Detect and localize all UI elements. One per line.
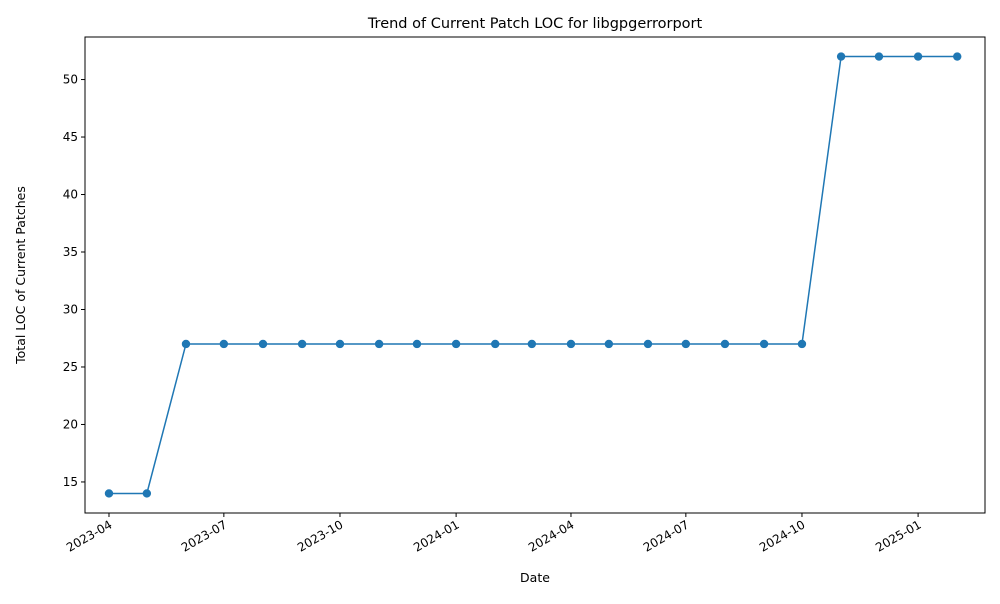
data-point — [797, 339, 807, 349]
y-tick-label: 40 — [63, 188, 78, 202]
plot-area — [84, 36, 986, 514]
y-axis-ticks: 15 20 25 30 35 40 45 50 — [63, 73, 85, 489]
data-point — [953, 52, 962, 61]
data-point — [374, 339, 384, 349]
data-point — [566, 339, 576, 349]
data-point — [335, 339, 345, 349]
x-axis-ticks: 2023-04 2023-07 2023-10 2024-01 2024-04 2024-… — [64, 513, 924, 555]
data-point — [681, 339, 691, 349]
x-tick-label: 2024-10 — [757, 517, 807, 554]
series-layer — [104, 52, 962, 498]
data-point — [604, 339, 614, 349]
data-point — [491, 339, 500, 349]
y-tick-label: 50 — [63, 73, 78, 87]
data-point — [913, 52, 923, 61]
x-axis-label: Date — [520, 570, 550, 585]
chart-title: Trend of Current Patch LOC for libgpgerr… — [367, 16, 703, 32]
y-tick-label: 25 — [63, 360, 78, 374]
data-point — [219, 339, 229, 349]
data-point — [181, 339, 191, 349]
y-tick-label: 45 — [63, 130, 78, 144]
data-point — [142, 489, 152, 498]
data-point — [527, 339, 537, 349]
y-tick-label: 15 — [63, 475, 78, 489]
data-point — [874, 52, 884, 61]
y-tick-label: 35 — [63, 245, 78, 259]
y-axis-label: Total LOC of Current Patches — [13, 186, 28, 365]
x-tick-label: 2025-01 — [873, 517, 923, 554]
x-tick-label: 2023-07 — [179, 517, 229, 554]
data-point — [451, 339, 461, 349]
data-point — [720, 339, 730, 349]
data-point — [297, 339, 307, 349]
x-tick-label: 2024-07 — [641, 517, 691, 554]
data-point — [104, 489, 114, 498]
data-point — [258, 339, 268, 349]
x-tick-label: 2024-04 — [526, 517, 576, 554]
x-tick-label: 2023-10 — [295, 517, 345, 554]
data-point — [759, 339, 769, 349]
y-tick-label: 30 — [63, 302, 78, 316]
x-tick-label: 2024-01 — [411, 517, 461, 554]
x-tick-label: 2023-04 — [64, 517, 114, 554]
data-point — [643, 339, 653, 349]
y-tick-label: 20 — [63, 417, 78, 431]
data-point — [836, 52, 846, 61]
data-point — [412, 339, 422, 349]
